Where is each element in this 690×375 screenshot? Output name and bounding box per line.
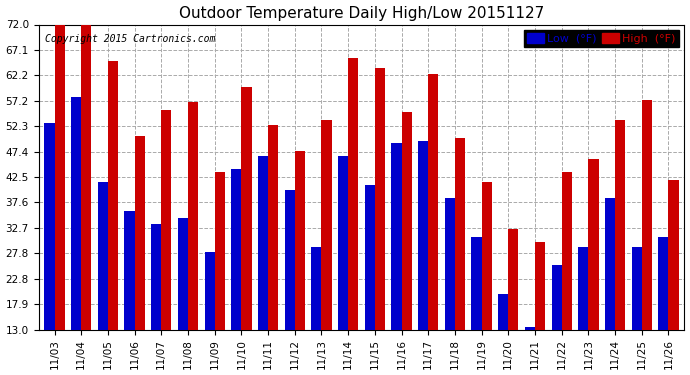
Bar: [509, 229, 518, 330]
Bar: [98, 182, 108, 330]
Bar: [108, 61, 118, 330]
Bar: [615, 120, 625, 330]
Bar: [71, 97, 81, 330]
Bar: [589, 159, 598, 330]
Text: Copyright 2015 Cartronics.com: Copyright 2015 Cartronics.com: [45, 34, 215, 44]
Bar: [498, 294, 509, 330]
Bar: [322, 120, 332, 330]
Bar: [284, 190, 295, 330]
Bar: [81, 24, 91, 330]
Bar: [402, 112, 412, 330]
Bar: [658, 237, 669, 330]
Bar: [455, 138, 465, 330]
Bar: [578, 247, 589, 330]
Bar: [188, 102, 198, 330]
Bar: [161, 110, 171, 330]
Legend: Low  (°F), High  (°F): Low (°F), High (°F): [524, 30, 679, 47]
Bar: [482, 182, 492, 330]
Bar: [391, 144, 402, 330]
Bar: [55, 24, 65, 330]
Bar: [642, 99, 652, 330]
Bar: [605, 198, 615, 330]
Bar: [241, 87, 252, 330]
Bar: [525, 327, 535, 330]
Bar: [151, 224, 161, 330]
Bar: [338, 156, 348, 330]
Bar: [295, 151, 305, 330]
Bar: [562, 172, 572, 330]
Bar: [551, 265, 562, 330]
Bar: [669, 180, 678, 330]
Bar: [135, 136, 145, 330]
Bar: [204, 252, 215, 330]
Bar: [124, 211, 135, 330]
Bar: [418, 141, 428, 330]
Bar: [268, 125, 278, 330]
Bar: [365, 185, 375, 330]
Bar: [311, 247, 322, 330]
Bar: [258, 156, 268, 330]
Bar: [428, 74, 438, 330]
Bar: [375, 69, 385, 330]
Bar: [44, 123, 55, 330]
Bar: [348, 58, 358, 330]
Bar: [445, 198, 455, 330]
Title: Outdoor Temperature Daily High/Low 20151127: Outdoor Temperature Daily High/Low 20151…: [179, 6, 544, 21]
Bar: [631, 247, 642, 330]
Bar: [178, 219, 188, 330]
Bar: [471, 237, 482, 330]
Bar: [535, 242, 545, 330]
Bar: [231, 170, 241, 330]
Bar: [215, 172, 225, 330]
